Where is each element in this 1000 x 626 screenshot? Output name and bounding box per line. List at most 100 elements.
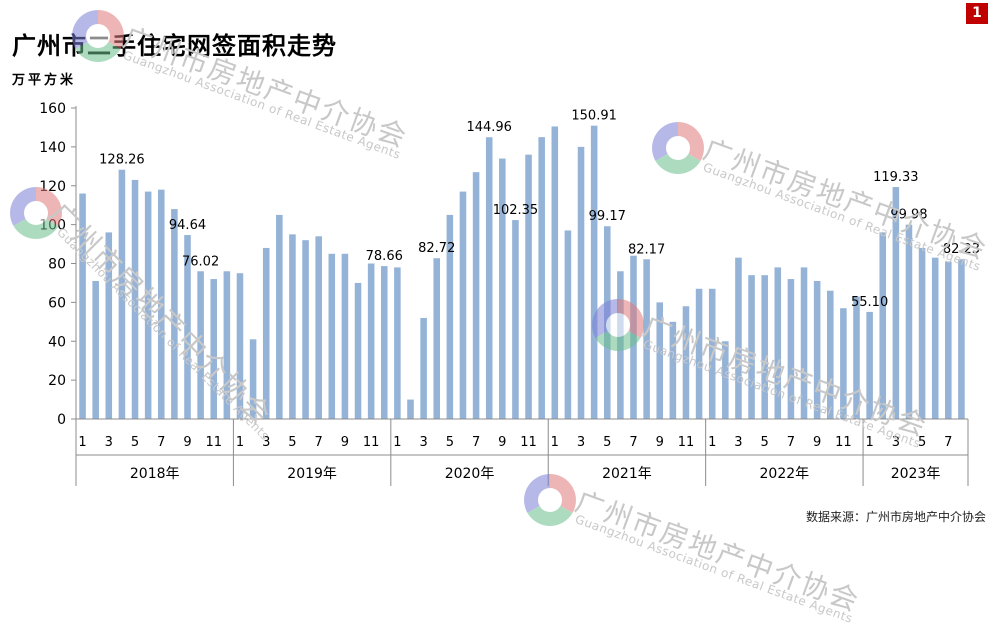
x-tick-label: 1 <box>78 435 86 450</box>
data-source-note: 数据来源：广州市房地产中介协会 <box>805 510 986 524</box>
bar <box>105 232 113 419</box>
x-tick-label: 9 <box>498 435 506 450</box>
data-label: 99.17 <box>589 209 626 224</box>
x-tick-label: 7 <box>944 435 952 450</box>
y-tick-label: 80 <box>48 257 66 273</box>
data-label: 82.23 <box>943 242 980 257</box>
bar <box>682 306 690 419</box>
x-tick-label: 3 <box>892 435 900 450</box>
bar <box>144 191 152 419</box>
bar <box>525 154 532 419</box>
bar <box>92 280 99 419</box>
bar <box>800 267 808 419</box>
x-tick-label: 5 <box>131 435 139 450</box>
data-label: 150.91 <box>571 109 617 124</box>
bar <box>485 137 493 420</box>
x-tick-label: 3 <box>734 435 742 450</box>
bar <box>197 271 204 419</box>
bar <box>380 266 388 419</box>
y-tick-label: 20 <box>48 373 66 389</box>
bar <box>420 317 427 419</box>
bar <box>905 224 913 419</box>
x-tick-label: 3 <box>419 435 427 450</box>
bar <box>708 288 716 419</box>
bar <box>328 253 336 419</box>
bar <box>302 240 309 419</box>
bar <box>840 308 847 419</box>
bar <box>262 247 270 419</box>
x-tick-label: 1 <box>708 435 716 450</box>
data-label: 55.10 <box>851 295 888 310</box>
x-tick-label: 9 <box>183 435 191 450</box>
bar <box>210 279 218 419</box>
x-tick-label: 9 <box>813 435 821 450</box>
x-tick-label: 5 <box>446 435 454 450</box>
bar <box>918 247 926 419</box>
x-tick-label: 1 <box>865 435 873 450</box>
page-title: 广州市二手住宅网签面积走势 <box>12 32 337 60</box>
bar <box>945 261 952 419</box>
data-label: 76.02 <box>182 254 219 269</box>
bar <box>459 191 467 419</box>
data-label: 119.33 <box>873 170 919 185</box>
bar <box>892 187 900 419</box>
x-tick-label: 5 <box>603 435 611 450</box>
year-label: 2021年 <box>602 466 652 482</box>
bar <box>223 271 231 419</box>
bar <box>407 399 414 419</box>
data-label: 128.26 <box>99 153 145 168</box>
bar <box>354 282 362 419</box>
year-label: 2020年 <box>445 466 495 482</box>
bar <box>236 273 244 419</box>
data-label: 82.72 <box>418 241 455 256</box>
y-tick-label: 0 <box>57 412 66 428</box>
bar <box>853 296 860 419</box>
bar <box>643 259 650 419</box>
bar <box>931 257 939 419</box>
x-tick-label: 11 <box>363 435 380 450</box>
bar <box>879 232 887 419</box>
bar <box>866 311 873 419</box>
data-label: 102.35 <box>493 203 539 218</box>
y-tick-label: 160 <box>39 101 66 117</box>
bar <box>433 258 441 419</box>
x-tick-label: 7 <box>157 435 165 450</box>
y-axis-unit-label: 万平方米 <box>12 73 77 88</box>
x-tick-label: 7 <box>315 435 323 450</box>
bar <box>735 257 742 419</box>
bar <box>512 220 519 419</box>
bar <box>603 226 611 419</box>
data-label: 82.17 <box>628 242 665 257</box>
bar <box>341 253 349 419</box>
bar <box>748 275 755 419</box>
x-tick-label: 7 <box>629 435 637 450</box>
x-tick-label: 3 <box>577 435 585 450</box>
y-tick-label: 60 <box>48 295 66 311</box>
bar <box>617 271 624 419</box>
bar <box>157 189 165 419</box>
x-tick-label: 7 <box>787 435 795 450</box>
year-label: 2023年 <box>891 466 941 482</box>
data-label: 99.98 <box>890 208 927 223</box>
x-tick-label: 11 <box>205 435 222 450</box>
bar <box>367 263 375 419</box>
year-label: 2018年 <box>130 466 180 482</box>
x-tick-label: 1 <box>551 435 559 450</box>
x-tick-label: 9 <box>341 435 349 450</box>
bar <box>630 255 637 419</box>
bar <box>118 169 126 419</box>
bar <box>131 179 139 419</box>
x-tick-label: 1 <box>236 435 244 450</box>
page-number-badge: 1 <box>966 3 988 24</box>
bar <box>695 288 703 419</box>
x-tick-label: 5 <box>288 435 296 450</box>
bar <box>79 193 86 419</box>
x-tick-label: 9 <box>656 435 664 450</box>
y-tick-label: 40 <box>48 334 66 350</box>
bar <box>446 214 454 419</box>
bar <box>826 290 834 419</box>
bar <box>722 341 729 419</box>
bar <box>276 214 283 419</box>
bar <box>315 236 322 419</box>
x-tick-label: 1 <box>393 435 401 450</box>
